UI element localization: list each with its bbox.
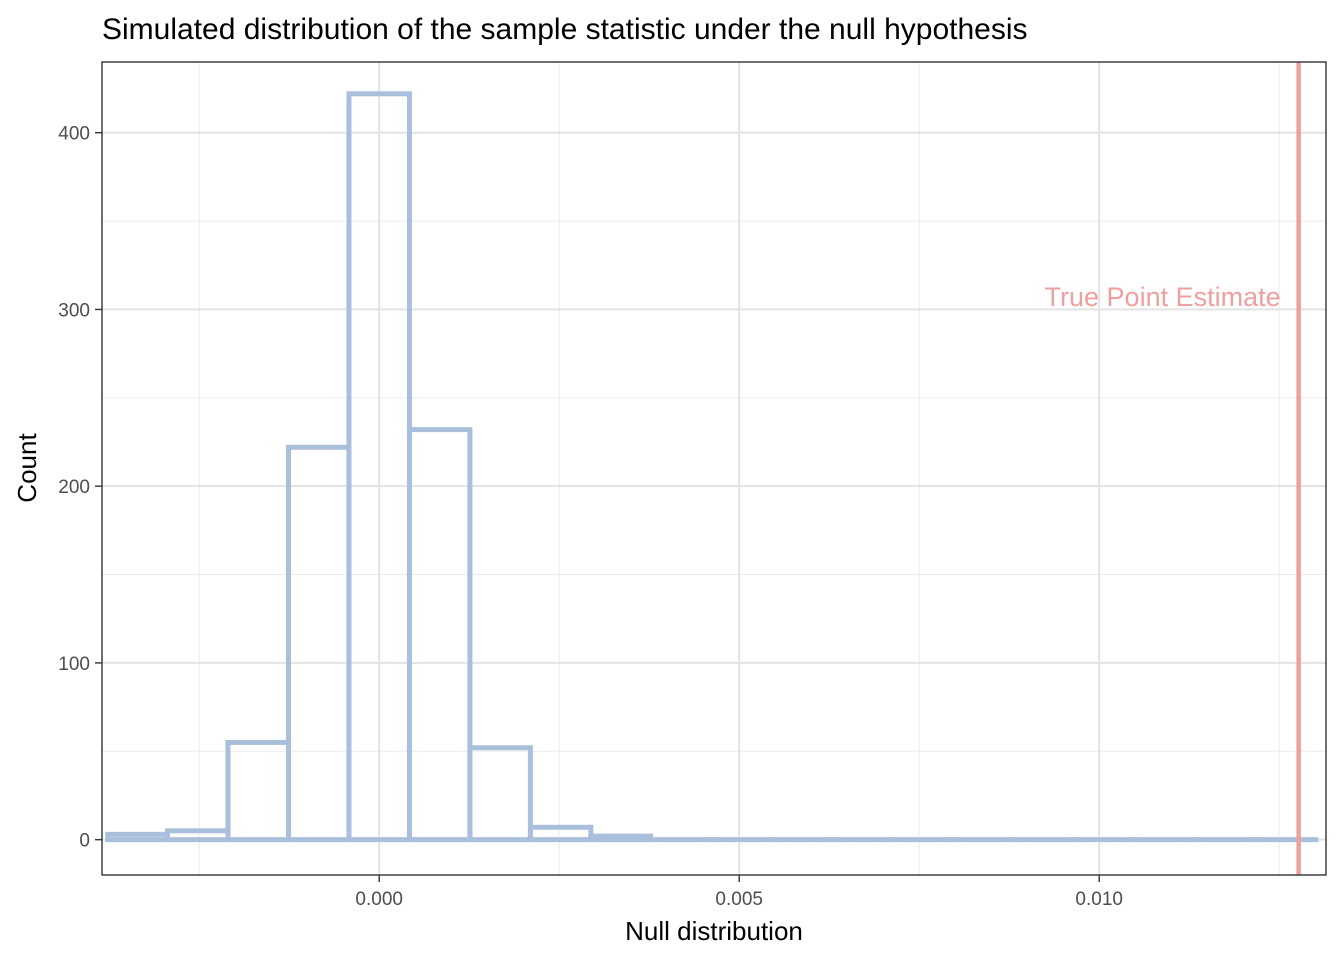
x-tick-label: 0.000 xyxy=(355,889,403,910)
x-tick-label: 0.005 xyxy=(715,889,763,910)
x-tick-label: 0.010 xyxy=(1075,889,1123,910)
histogram-bar xyxy=(406,427,473,843)
panel-border xyxy=(101,61,1327,876)
histogram-bar xyxy=(105,831,171,843)
y-tick-label: 300 xyxy=(58,300,90,321)
histogram-bar xyxy=(165,828,231,843)
reference-line-group: True Point Estimate xyxy=(1045,62,1301,875)
histogram-bar xyxy=(285,444,352,843)
chart-title: Simulated distribution of the sample sta… xyxy=(102,13,1028,46)
x-axis-ticks: 0.000 0.005 0.010 xyxy=(355,875,1123,910)
y-tick-label: 400 xyxy=(58,124,90,145)
histogram-bar xyxy=(588,833,654,843)
reference-line-label: True Point Estimate xyxy=(1045,282,1281,312)
panel-grid xyxy=(102,62,1326,875)
x-axis-title: Null distribution xyxy=(625,916,803,946)
histogram-bar xyxy=(225,739,291,843)
y-axis-title: Count xyxy=(12,433,42,503)
y-tick-label: 100 xyxy=(58,654,90,675)
histogram-bar xyxy=(467,745,533,843)
y-axis-ticks: 0 100 200 300 400 xyxy=(58,124,102,852)
histogram-bar xyxy=(527,824,594,843)
y-tick-label: 200 xyxy=(58,477,90,498)
y-tick-label: 0 xyxy=(79,831,90,852)
histogram-bars xyxy=(105,91,1319,843)
